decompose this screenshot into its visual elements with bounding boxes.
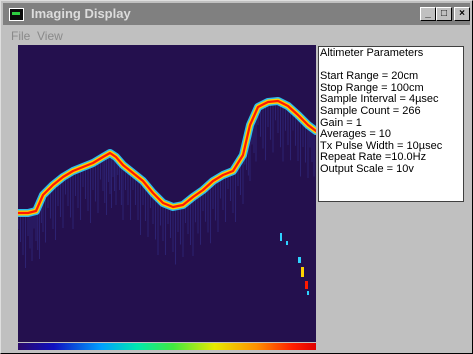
param-output-scale: Output Scale = 10v [320,162,414,175]
imaging-canvas[interactable] [18,45,316,342]
menu-bar: File View [3,27,470,45]
param-start-range: Start Range = 20cm [320,70,419,83]
altimeter-parameters-panel: Altimeter Parameters Start Range = 20cm … [318,46,464,202]
window-title: Imaging Display [31,6,131,21]
minimize-button[interactable]: _ [420,7,436,21]
echo-fragments [280,233,309,295]
echo-fragment [298,257,301,263]
echo-trails [18,105,315,268]
parameters-heading: Altimeter Parameters [320,47,424,59]
param-sample-count: Sample Count = 266 [320,104,421,117]
echo-fragment [286,241,288,245]
echo-fragment [307,291,309,295]
param-gain: Gain = 1 [320,116,362,129]
close-button[interactable]: × [454,7,470,21]
echo-core-band [18,99,316,215]
param-sample-interval: Sample Interval = 4µsec [320,93,439,106]
menu-file[interactable]: File [11,29,31,43]
param-averages: Averages = 10 [320,128,392,141]
title-bar[interactable]: Imaging Display _ □ × [3,3,470,25]
param-tx-pulse-width: Tx Pulse Width = 10µsec [320,139,443,152]
param-repeat-rate: Repeat Rate =10.0Hz [320,151,427,164]
echo-image [18,97,316,295]
app-icon [9,8,24,21]
maximize-button[interactable]: □ [436,7,452,21]
param-stop-range: Stop Range = 100cm [320,81,424,94]
color-scale-bar [18,343,316,350]
echo-fragment [305,281,308,289]
menu-view[interactable]: View [37,29,63,43]
echo-fragment [280,233,282,241]
echo-fragment [301,267,304,277]
